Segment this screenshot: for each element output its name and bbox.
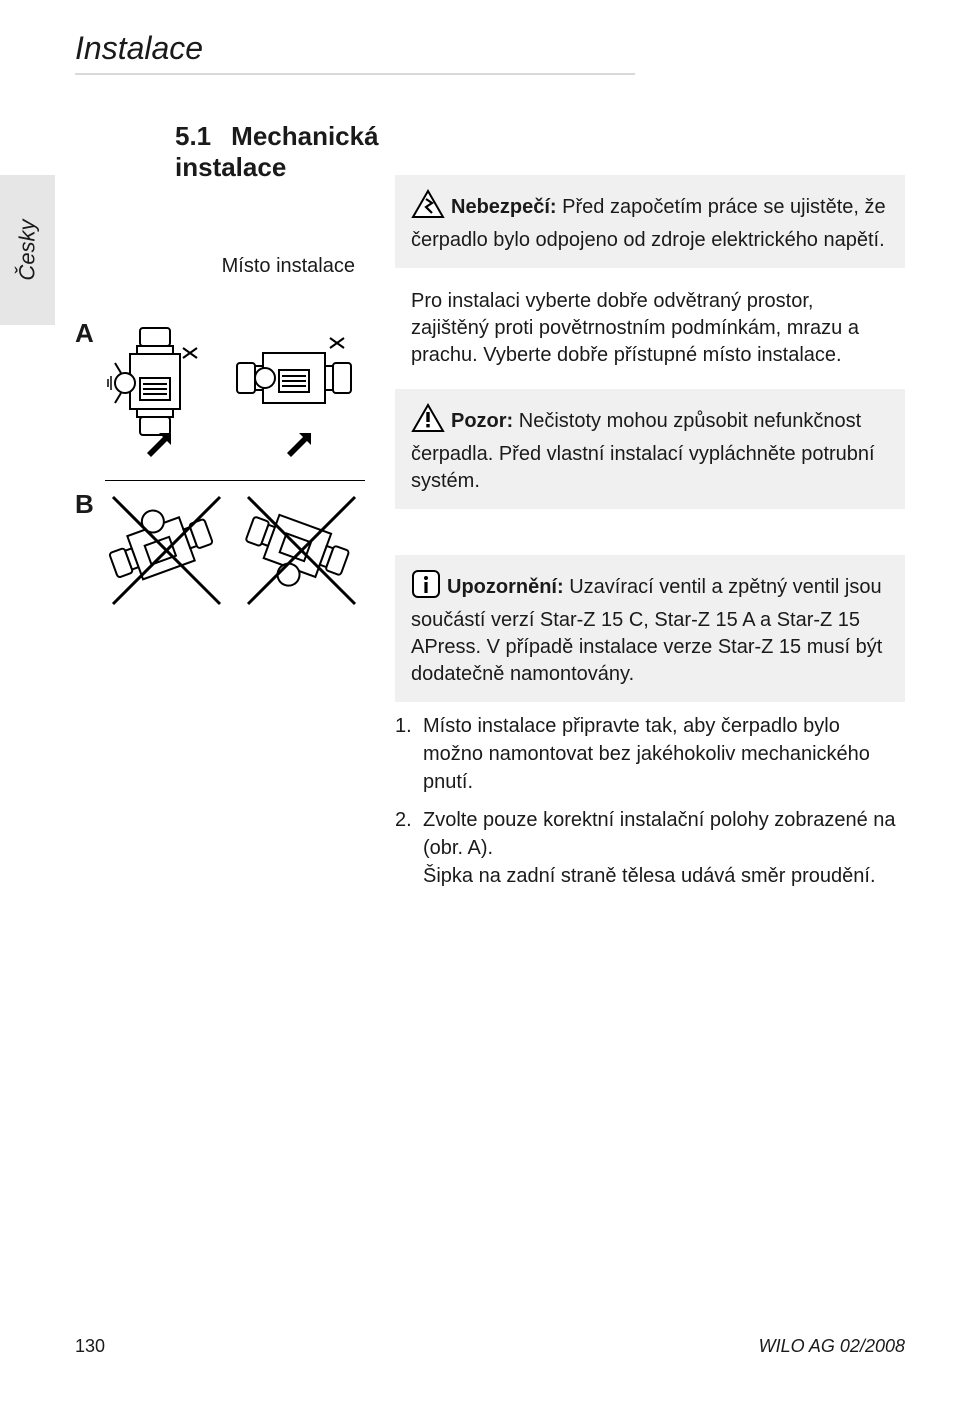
notice-label: Upozornění: <box>447 576 564 598</box>
figure-b-label: B <box>75 489 105 520</box>
section-number: 5.1 <box>175 121 211 151</box>
danger-label: Nebezpečí: <box>451 196 557 218</box>
footer: 130 WILO AG 02/2008 <box>75 1336 905 1357</box>
step-text: Zvolte pouze korektní instalační polohy … <box>423 806 905 890</box>
caution-label: Pozor: <box>451 410 513 432</box>
page-number: 130 <box>75 1336 105 1357</box>
list-item: 2. Zvolte pouze korektní instalační polo… <box>395 806 905 890</box>
header-rule <box>75 73 635 75</box>
pump-wrong-2-icon <box>240 489 365 619</box>
caution-icon <box>411 403 445 441</box>
imprint: WILO AG 02/2008 <box>759 1336 905 1357</box>
paragraph-location: Pro instalaci vyberte dobře odvětraný pr… <box>395 274 905 383</box>
danger-icon <box>411 189 445 227</box>
list-item: 1. Místo instalace připravte tak, aby če… <box>395 712 905 796</box>
figure-b-images <box>105 489 365 619</box>
figure-a-label: A <box>75 318 105 349</box>
side-label: Místo instalace <box>55 255 375 278</box>
figure-b-row: B <box>55 489 375 619</box>
left-column: 5.1Mechanická instalace Místo instalace … <box>55 115 375 900</box>
pump-correct-1-icon <box>105 318 225 468</box>
step-text: Místo instalace připravte tak, aby čerpa… <box>423 712 905 796</box>
right-column: Nebezpečí: Před započetím práce se ujist… <box>375 115 905 900</box>
language-label: Česky <box>15 219 41 280</box>
section-heading: 5.1Mechanická instalace <box>175 121 375 183</box>
step-list: 1. Místo instalace připravte tak, aby če… <box>395 712 905 890</box>
step-number: 2. <box>395 806 423 890</box>
pump-correct-2-icon <box>235 318 365 468</box>
figure-a-images <box>105 318 365 468</box>
info-icon <box>411 569 441 607</box>
pump-wrong-1-icon <box>105 489 230 619</box>
page-title: Instalace <box>75 30 905 67</box>
step-number: 1. <box>395 712 423 796</box>
danger-box: Nebezpečí: Před započetím práce se ujist… <box>395 175 905 268</box>
content: 5.1Mechanická instalace Místo instalace … <box>55 115 905 900</box>
notice-box: Upozornění: Uzavírací ventil a zpětný ve… <box>395 555 905 702</box>
language-tab: Česky <box>0 175 55 325</box>
figure-separator <box>105 480 365 481</box>
figure-a-row: A <box>55 318 375 468</box>
page: Česky Instalace 5.1Mechanická instalace … <box>0 0 960 1407</box>
caution-box: Pozor: Nečistoty mohou způsobit nefunkčn… <box>395 389 905 509</box>
